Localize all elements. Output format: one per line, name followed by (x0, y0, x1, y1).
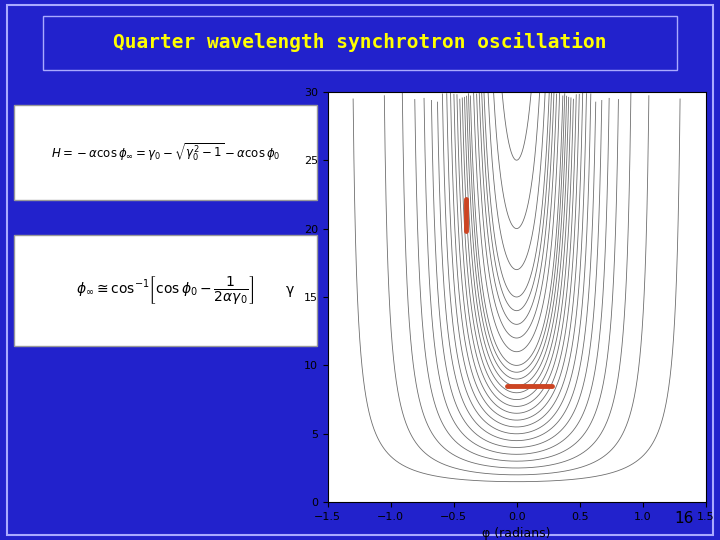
Text: $\phi_\infty \cong \cos^{-1}\!\left[\cos\phi_0 - \dfrac{1}{2\alpha\gamma_0}\righ: $\phi_\infty \cong \cos^{-1}\!\left[\cos… (76, 274, 255, 306)
Bar (14, 235, 317, 346)
Bar (14, 105, 317, 200)
Text: 16: 16 (675, 511, 693, 526)
Y-axis label: γ: γ (286, 283, 294, 297)
X-axis label: φ (radians): φ (radians) (482, 528, 551, 540)
Text: Quarter wavelength synchrotron oscillation: Quarter wavelength synchrotron oscillati… (113, 32, 607, 52)
Text: $H = -\alpha\cos\phi_\infty = \gamma_0 - \sqrt{\gamma_0^2 - 1} - \alpha\cos\phi_: $H = -\alpha\cos\phi_\infty = \gamma_0 -… (51, 141, 280, 163)
Bar (43, 16, 677, 70)
